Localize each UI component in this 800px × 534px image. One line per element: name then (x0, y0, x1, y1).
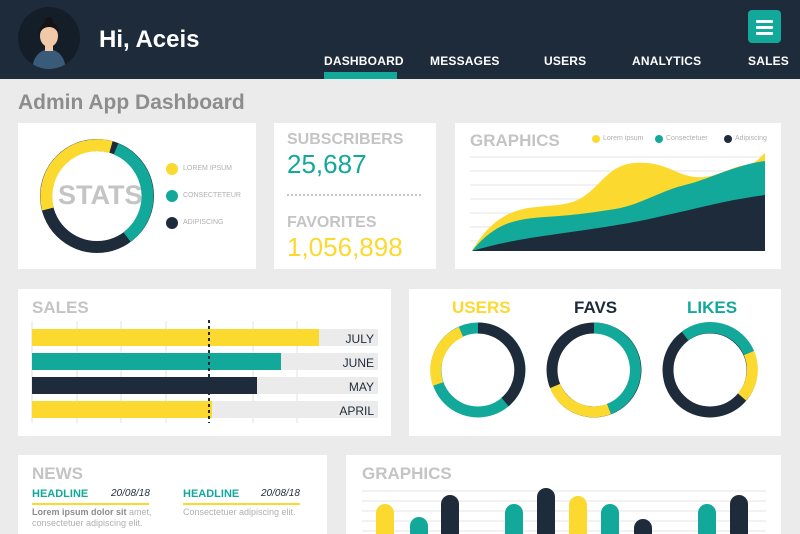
news-title: NEWS (32, 464, 83, 483)
graphics-bar-card: GRAPHICS (346, 455, 781, 534)
news-body-1: Lorem ipsum dolor sit amet, consectetuer… (32, 507, 152, 528)
sales-bar-chart (31, 320, 378, 423)
favorites-value: 1,056,898 (287, 232, 403, 262)
stats-card: STATS LOREM IPSUM CONSECTETEUR ADIPISCIN… (18, 123, 256, 269)
rings-card: USERS FAVS LIKES (409, 289, 781, 436)
nav-users[interactable]: USERS (544, 54, 587, 68)
stats-donut (40, 139, 178, 253)
sales-label-july: JULY (345, 332, 374, 346)
favorites-label: FAVORITES (287, 214, 377, 231)
news-headline-2[interactable]: HEADLINE (183, 488, 240, 500)
pill-bar-chart (362, 488, 766, 534)
ring-charts (430, 322, 758, 418)
nav-analytics[interactable]: ANALYTICS (632, 54, 702, 68)
sales-bar-april (32, 401, 212, 418)
graphics-top-title: GRAPHICS (470, 131, 560, 150)
user-avatar-icon (32, 17, 66, 69)
ring-label-favs: FAVS (574, 298, 618, 317)
news-underline-2 (183, 503, 300, 505)
legend-dot-teal (166, 190, 178, 202)
graphics-legend-3: Adipiscing (735, 135, 767, 142)
stats-legend-label-2: CONSECTETEUR (183, 192, 241, 199)
favs-ring (546, 322, 642, 418)
sales-bar-may (32, 377, 257, 394)
hamburger-menu-icon[interactable] (748, 10, 781, 43)
counters-divider (287, 194, 421, 196)
nav-messages[interactable]: MESSAGES (430, 54, 500, 68)
area-chart (470, 135, 765, 251)
news-date-1: 20/08/18 (111, 488, 150, 499)
news-headline-1[interactable]: HEADLINE (32, 488, 89, 500)
news-underline-1 (32, 503, 149, 505)
sales-label-may: MAY (348, 380, 374, 394)
ring-label-likes: LIKES (687, 298, 738, 317)
sales-bar-june (32, 353, 281, 370)
legend-dot-yellow (166, 163, 178, 175)
avatar[interactable] (18, 7, 80, 69)
ring-label-users: USERS (452, 298, 511, 317)
sales-bar-july (32, 329, 319, 346)
sales-label-april: APRIL (339, 404, 374, 418)
stats-center-label: STATS (58, 180, 143, 210)
nav-active-indicator (324, 72, 397, 79)
graphics-bottom-title: GRAPHICS (362, 464, 452, 483)
top-bar: Hi, Aceis DASHBOARD MESSAGES USERS ANALY… (0, 0, 800, 79)
users-ring (430, 322, 526, 418)
graphics-legend-2: Consectetuer (666, 135, 708, 142)
counters-card: SUBSCRIBERS 25,687 FAVORITES 1,056,898 (274, 123, 436, 269)
subscribers-label: SUBSCRIBERS (287, 131, 404, 148)
news-date-2: 20/08/18 (261, 488, 300, 499)
graphics-legend-1: Lorem ipsum (603, 135, 644, 142)
stats-legend-label-1: LOREM IPSUM (183, 165, 233, 172)
nav-sales[interactable]: SALES (748, 54, 790, 68)
subscribers-value: 25,687 (287, 149, 367, 179)
sales-title: SALES (32, 298, 89, 317)
stats-legend-label-3: ADIPISCING (183, 219, 224, 226)
news-card: NEWS HEADLINE 20/08/18 Lorem ipsum dolor… (18, 455, 327, 534)
legend-dot-navy (166, 217, 178, 229)
greeting: Hi, Aceis (99, 26, 200, 53)
sales-label-june: JUNE (342, 356, 374, 370)
graphics-area-card: GRAPHICS Lorem ipsum Consectetuer Adipis… (455, 123, 781, 269)
likes-ring (662, 322, 758, 418)
sales-card: SALES JULY JUNE MAY APRIL (18, 289, 391, 436)
nav-dashboard[interactable]: DASHBOARD (324, 54, 404, 68)
page-title: Admin App Dashboard (18, 91, 245, 114)
news-body-2: Consectetuer adipiscing elit. (183, 507, 296, 517)
